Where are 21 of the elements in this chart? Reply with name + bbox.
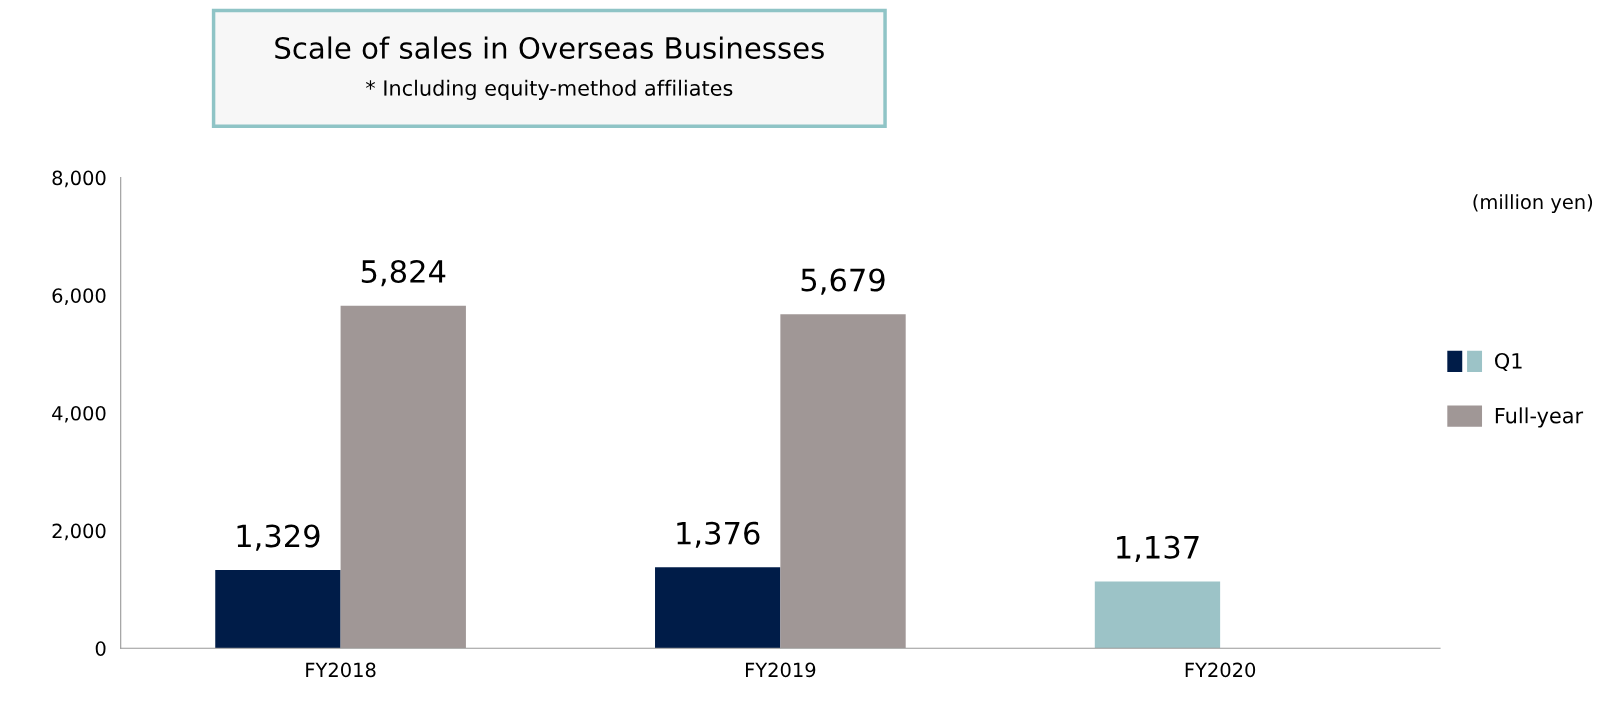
data-label: 1,137 [1117, 535, 1199, 562]
bar [215, 570, 341, 649]
bar [655, 567, 781, 649]
legend-label: Full-year [1495, 407, 1584, 428]
data-label: 1,376 [677, 521, 760, 548]
y-tick-label: 0 [95, 641, 106, 656]
legend-label: Q1 [1495, 352, 1522, 372]
text: (million yen) [1473, 194, 1593, 213]
y-tick-label: 8,000 [52, 170, 106, 188]
chart-title: Scale of sales in Overseas Businesses [275, 36, 824, 60]
data-label: 5,824 [361, 259, 446, 287]
y-tick-label: 4,000 [52, 405, 106, 423]
bar [1094, 581, 1221, 649]
y-tick-label: 6,000 [52, 288, 106, 305]
x-tick-label: FY2019 [746, 662, 816, 678]
y-tick-label: 2,000 [52, 523, 106, 541]
data-label: 5,679 [801, 268, 885, 295]
x-tick-label: FY2018 [306, 662, 376, 678]
chart-subtitle: * Including equity-method affiliates [365, 79, 733, 100]
x-tick-label: FY2020 [1185, 662, 1256, 678]
data-label: 1,329 [237, 524, 320, 551]
